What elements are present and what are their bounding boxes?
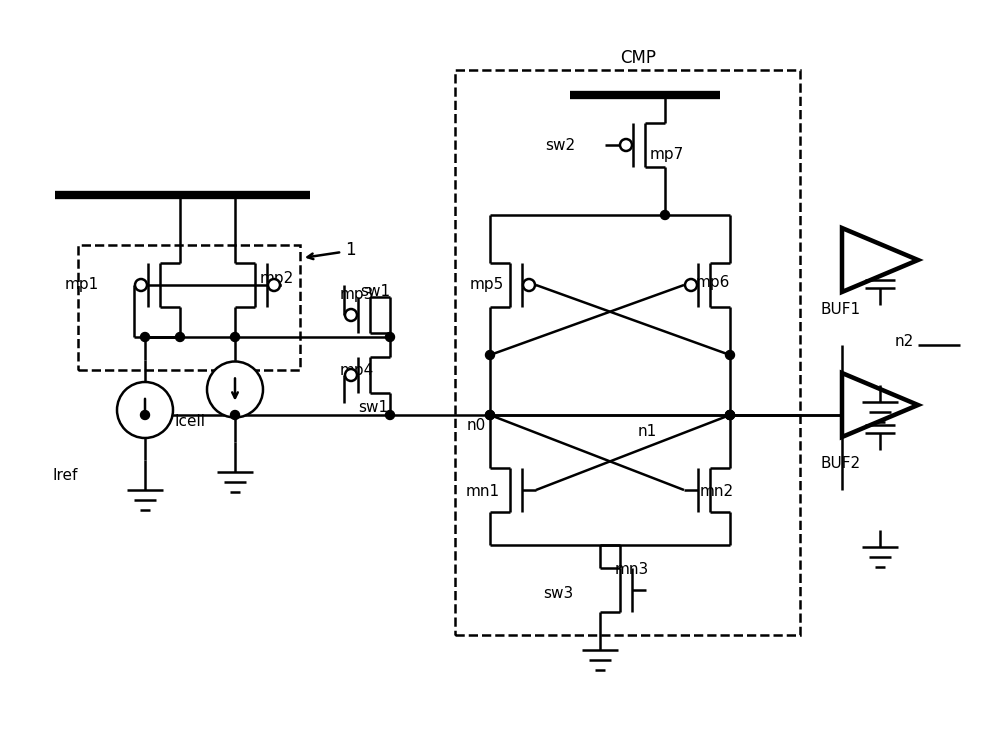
Text: mn3: mn3 xyxy=(615,562,649,578)
Circle shape xyxy=(140,332,150,341)
Text: mp5: mp5 xyxy=(470,278,504,292)
Text: sw1: sw1 xyxy=(360,284,390,299)
Text: mn2: mn2 xyxy=(700,484,734,500)
Text: Iref: Iref xyxy=(52,467,77,482)
Circle shape xyxy=(176,332,184,341)
Circle shape xyxy=(660,211,670,220)
Circle shape xyxy=(268,279,280,291)
Circle shape xyxy=(230,332,240,341)
Circle shape xyxy=(726,410,734,419)
Text: n1: n1 xyxy=(638,424,657,439)
Text: 1: 1 xyxy=(345,241,356,259)
Text: mp7: mp7 xyxy=(650,148,684,163)
Circle shape xyxy=(486,350,494,359)
Circle shape xyxy=(726,350,734,359)
Text: BUF1: BUF1 xyxy=(820,302,860,317)
Text: sw1: sw1 xyxy=(358,400,388,416)
Circle shape xyxy=(620,139,632,151)
Circle shape xyxy=(486,410,494,419)
Text: mp2: mp2 xyxy=(260,271,294,286)
Circle shape xyxy=(685,279,697,291)
Text: mp6: mp6 xyxy=(696,274,730,290)
Text: mn1: mn1 xyxy=(466,484,500,500)
Circle shape xyxy=(140,410,150,419)
Circle shape xyxy=(117,382,173,438)
Text: mp1: mp1 xyxy=(65,278,99,292)
Circle shape xyxy=(726,410,734,419)
Text: mp4: mp4 xyxy=(340,362,374,377)
Circle shape xyxy=(386,332,394,341)
Circle shape xyxy=(230,410,240,419)
Circle shape xyxy=(386,410,394,419)
Text: n2: n2 xyxy=(895,334,914,350)
Circle shape xyxy=(345,369,357,381)
Text: mp3: mp3 xyxy=(340,287,374,302)
Circle shape xyxy=(135,279,147,291)
Circle shape xyxy=(345,309,357,321)
Circle shape xyxy=(207,362,263,418)
Text: sw3: sw3 xyxy=(543,586,573,601)
Text: n0: n0 xyxy=(467,418,486,433)
Text: Icell: Icell xyxy=(175,415,206,430)
Circle shape xyxy=(486,410,494,419)
Text: CMP: CMP xyxy=(620,49,656,67)
Text: BUF2: BUF2 xyxy=(820,457,860,472)
Circle shape xyxy=(523,279,535,291)
Circle shape xyxy=(726,410,734,419)
Text: sw2: sw2 xyxy=(545,137,575,152)
